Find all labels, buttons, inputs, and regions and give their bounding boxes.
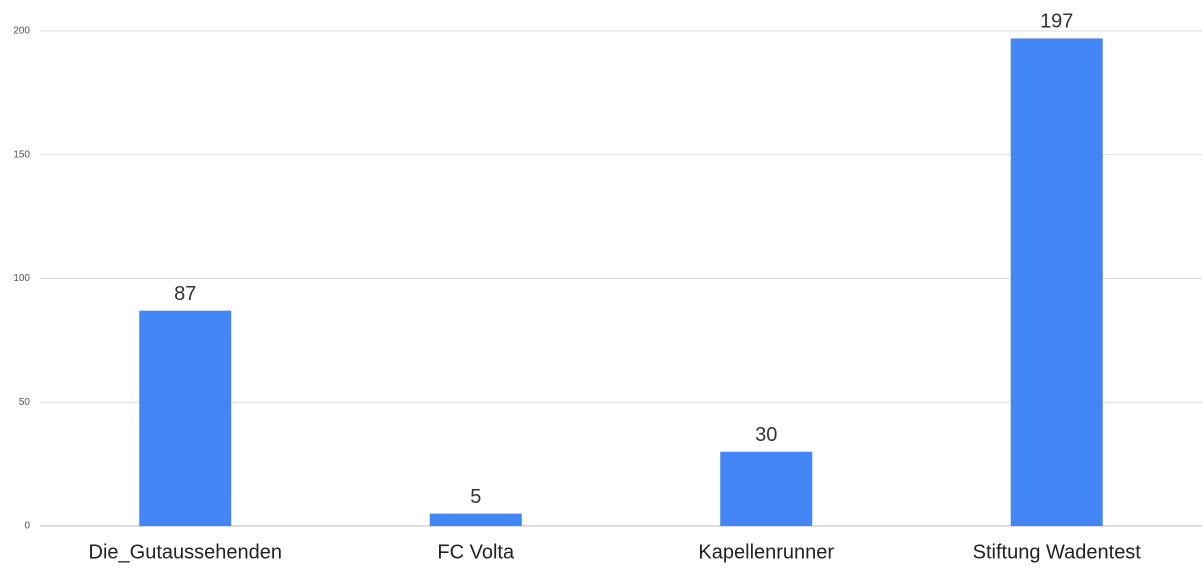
y-tick-label: 100 — [13, 273, 30, 284]
x-tick-label: Kapellenrunner — [698, 541, 834, 563]
data-label: 197 — [1040, 11, 1073, 33]
bar — [720, 451, 813, 526]
x-tick-label: Die_Gutaussehenden — [89, 541, 282, 563]
data-label: 87 — [174, 283, 196, 305]
bar — [1010, 38, 1103, 527]
y-tick-label: 0 — [24, 521, 30, 532]
y-tick-label: 200 — [13, 26, 30, 37]
bar — [429, 513, 522, 526]
data-label: 30 — [755, 424, 777, 446]
y-tick-label: 150 — [13, 149, 30, 160]
data-label: 5 — [470, 486, 481, 508]
x-tick-label: Stiftung Wadentest — [973, 541, 1142, 563]
bar — [139, 310, 232, 526]
x-tick-label: FC Volta — [437, 541, 515, 563]
y-tick-label: 50 — [19, 397, 31, 408]
